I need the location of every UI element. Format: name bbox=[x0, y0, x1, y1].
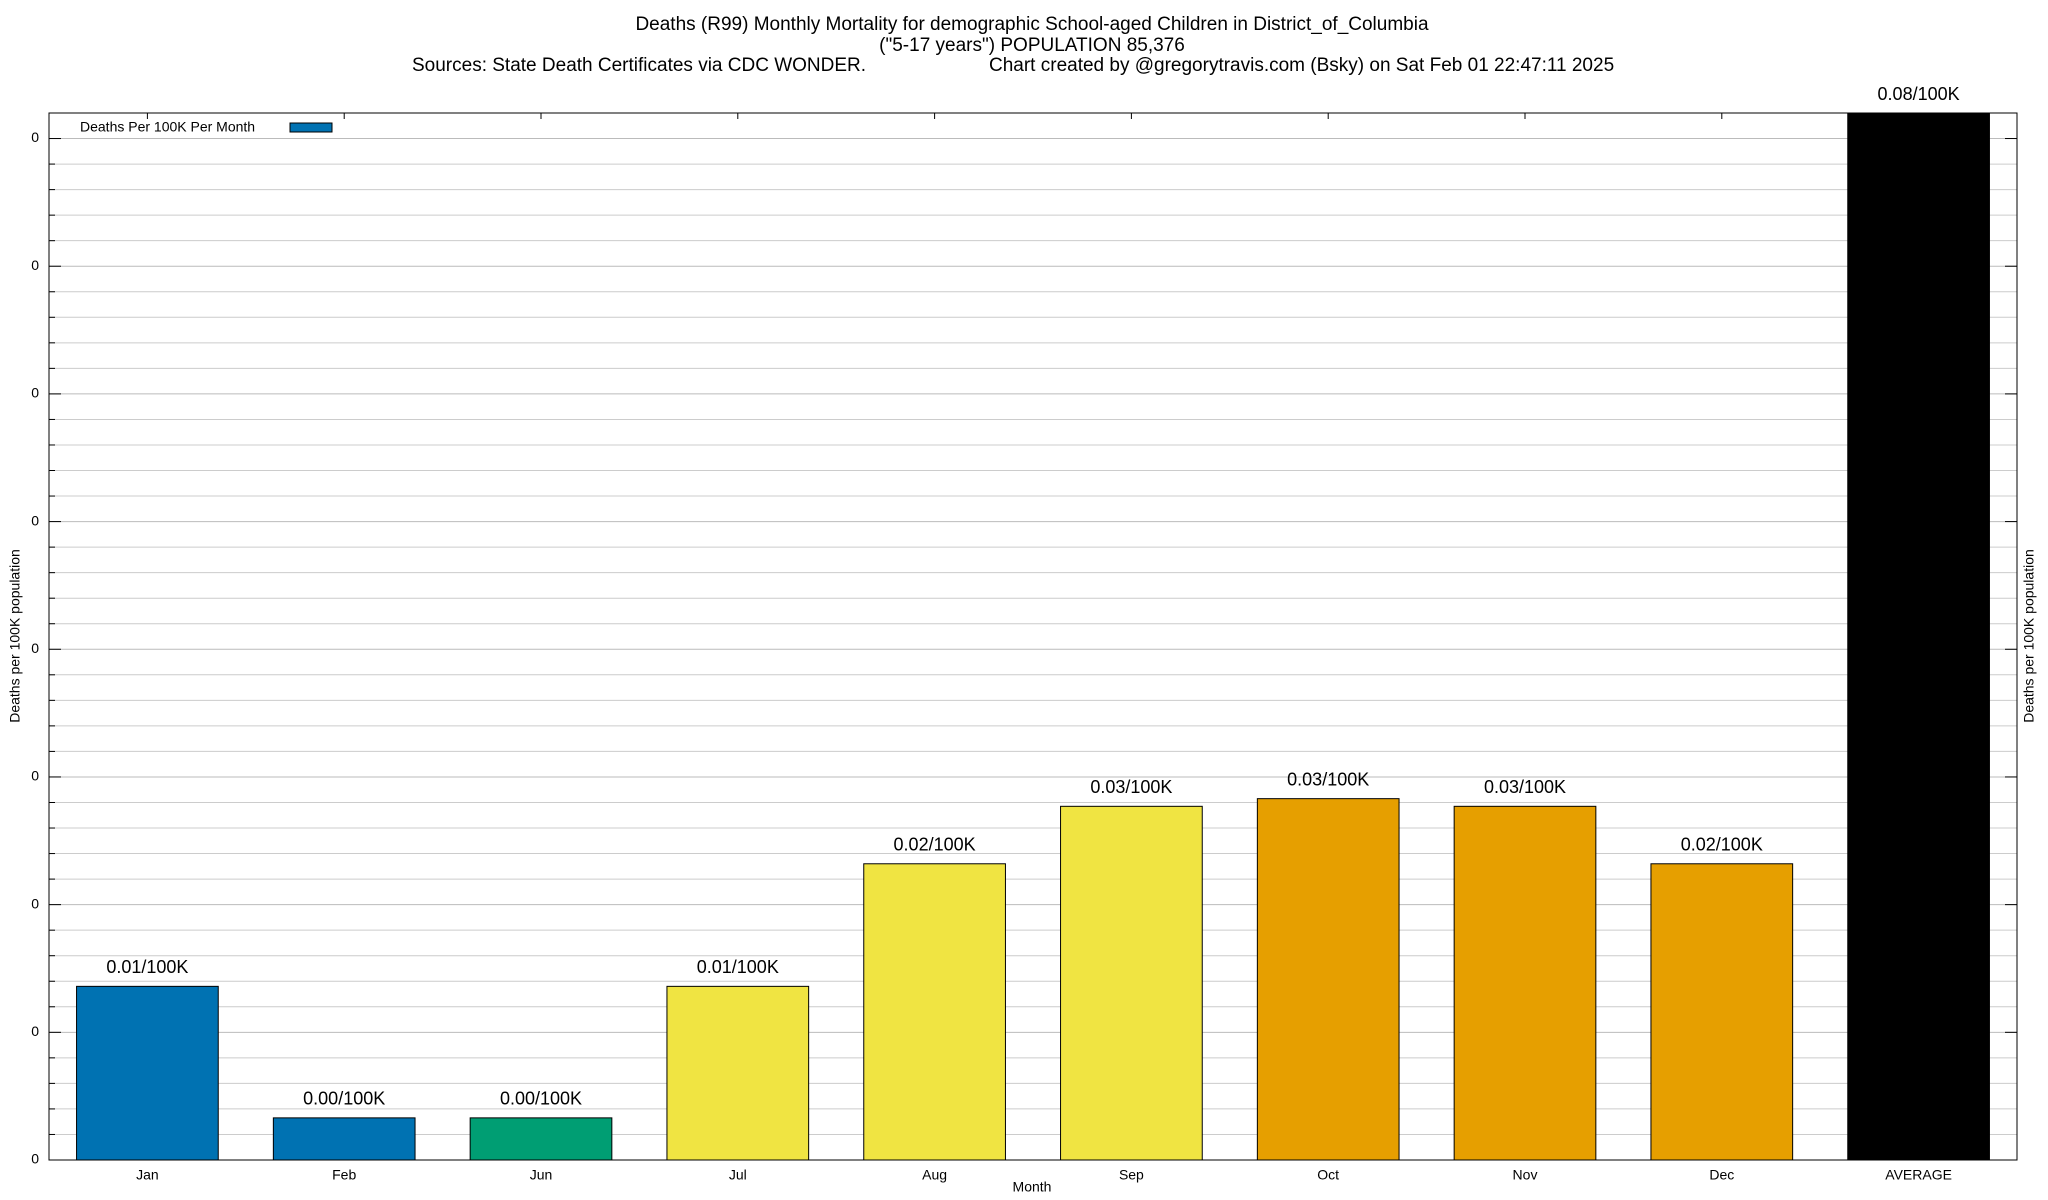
y-tick-label: 0 bbox=[31, 895, 39, 911]
value-label: 0.03/100K bbox=[1287, 769, 1369, 789]
y-tick-label: 0 bbox=[31, 385, 39, 401]
bar bbox=[863, 863, 1006, 1161]
bar bbox=[76, 985, 219, 1161]
value-label: 0.03/100K bbox=[1484, 777, 1566, 797]
bar bbox=[1453, 805, 1597, 1161]
bar bbox=[666, 985, 810, 1161]
y-tick-label: 0 bbox=[31, 257, 39, 273]
y-tick-label: 0 bbox=[31, 129, 39, 145]
x-tick-label: Nov bbox=[1513, 1167, 1538, 1183]
credit: Chart created by @gregorytravis.com (Bsk… bbox=[989, 55, 1614, 76]
plot-frame bbox=[48, 112, 2018, 1161]
value-label: 0.01/100K bbox=[697, 957, 779, 977]
bar bbox=[1060, 805, 1203, 1161]
chart-title: Deaths (R99) Monthly Mortality for demog… bbox=[635, 14, 1429, 35]
bar bbox=[469, 1117, 613, 1161]
y-axis-label: Deaths per 100K population bbox=[7, 549, 23, 723]
x-axis-label: Month bbox=[1013, 1179, 1052, 1195]
value-label: 0.00/100K bbox=[500, 1089, 582, 1109]
x-tick-label: AVERAGE bbox=[1885, 1167, 1952, 1183]
legend-label: Deaths Per 100K Per Month bbox=[80, 119, 255, 135]
x-tick-label: Oct bbox=[1317, 1167, 1339, 1183]
x-tick-label: Sep bbox=[1119, 1167, 1144, 1183]
chart-subtitle: ("5-17 years") POPULATION 85,376 bbox=[879, 35, 1185, 56]
value-label: 0.01/100K bbox=[106, 957, 188, 977]
x-tick-label: Jun bbox=[530, 1167, 553, 1183]
bar bbox=[272, 1117, 416, 1161]
y-tick-label: 0 bbox=[31, 640, 39, 656]
y-tick-label: 0 bbox=[31, 1023, 39, 1039]
value-label: 0.03/100K bbox=[1090, 777, 1172, 797]
x-tick-label: Aug bbox=[922, 1167, 947, 1183]
y-tick-label: 0 bbox=[31, 768, 39, 784]
x-tick-label: Dec bbox=[1709, 1167, 1734, 1183]
bar bbox=[1256, 798, 1400, 1161]
value-label: 0.08/100K bbox=[1878, 84, 1960, 104]
x-tick-label: Jan bbox=[136, 1167, 159, 1183]
bar bbox=[1650, 863, 1794, 1161]
bar bbox=[1847, 112, 1990, 1161]
value-label: 0.00/100K bbox=[303, 1089, 385, 1109]
value-label: 0.02/100K bbox=[894, 835, 976, 855]
y-tick-label: 0 bbox=[31, 1151, 39, 1167]
source: Sources: State Death Certificates via CD… bbox=[412, 55, 866, 76]
x-tick-label: Jul bbox=[729, 1167, 747, 1183]
legend-swatch bbox=[289, 122, 333, 133]
value-label: 0.02/100K bbox=[1681, 835, 1763, 855]
x-tick-label: Feb bbox=[332, 1167, 356, 1183]
y2-axis-label: Deaths per 100K population bbox=[2021, 549, 2037, 723]
y-tick-label: 0 bbox=[31, 512, 39, 528]
